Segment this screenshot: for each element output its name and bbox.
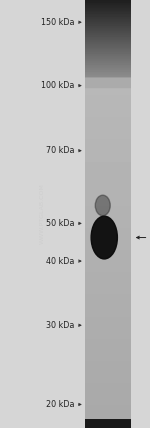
- Text: 150 kDa: 150 kDa: [41, 18, 74, 27]
- Text: 40 kDa: 40 kDa: [46, 256, 74, 266]
- Ellipse shape: [95, 195, 110, 216]
- Text: 20 kDa: 20 kDa: [46, 400, 74, 409]
- Text: WWW.PTGLAB.COM: WWW.PTGLAB.COM: [39, 184, 45, 244]
- Text: 100 kDa: 100 kDa: [41, 81, 74, 90]
- Ellipse shape: [91, 216, 117, 259]
- Text: 50 kDa: 50 kDa: [46, 219, 74, 228]
- Text: 30 kDa: 30 kDa: [46, 321, 74, 330]
- Text: 70 kDa: 70 kDa: [46, 146, 74, 155]
